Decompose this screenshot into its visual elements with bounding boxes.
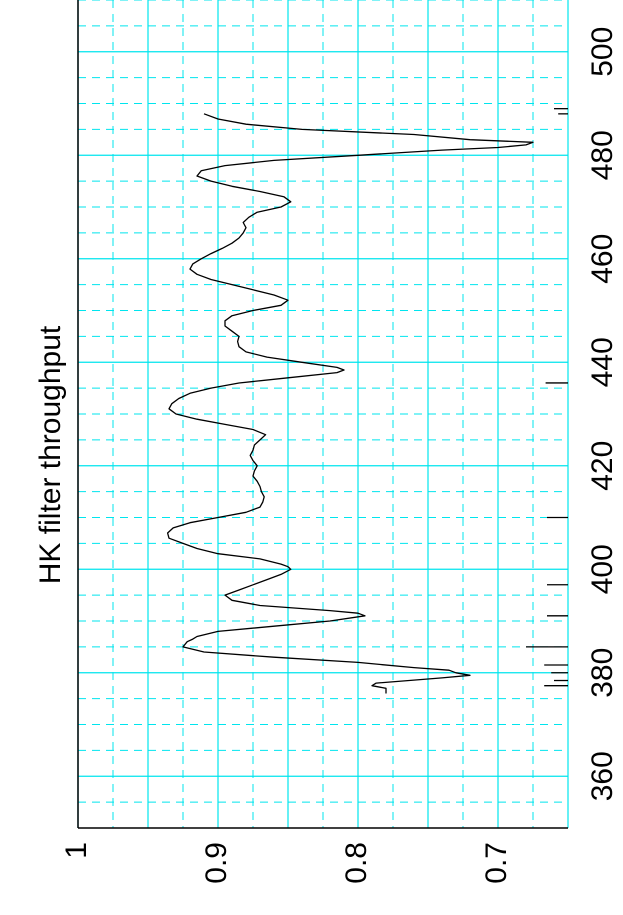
series-line xyxy=(166,113,534,694)
x-tick-label: 480 xyxy=(586,130,619,180)
chart-title: HK filter throughput xyxy=(34,325,67,584)
y-tick-label: 1 xyxy=(60,842,93,859)
tick-labels: 360 380 400 420 440 460 480 500 0.7 0.8 0.9 1 xyxy=(60,27,619,884)
x-tick-label: 400 xyxy=(586,544,619,594)
y-tick-label: 0.9 xyxy=(200,842,233,884)
plot-frame xyxy=(77,0,568,829)
major-grid xyxy=(77,0,569,828)
x-tick-label: 440 xyxy=(586,337,619,387)
x-tick-label: 380 xyxy=(586,648,619,698)
x-tick-label: 500 xyxy=(586,27,619,77)
y-tick-label: 0.7 xyxy=(480,842,513,884)
x-tick-label: 460 xyxy=(586,234,619,284)
series-layer xyxy=(166,108,568,694)
x-tick-label: 420 xyxy=(586,441,619,491)
y-tick-label: 0.8 xyxy=(340,842,373,884)
minor-grid xyxy=(78,0,568,829)
x-tick-label: 360 xyxy=(586,751,619,801)
